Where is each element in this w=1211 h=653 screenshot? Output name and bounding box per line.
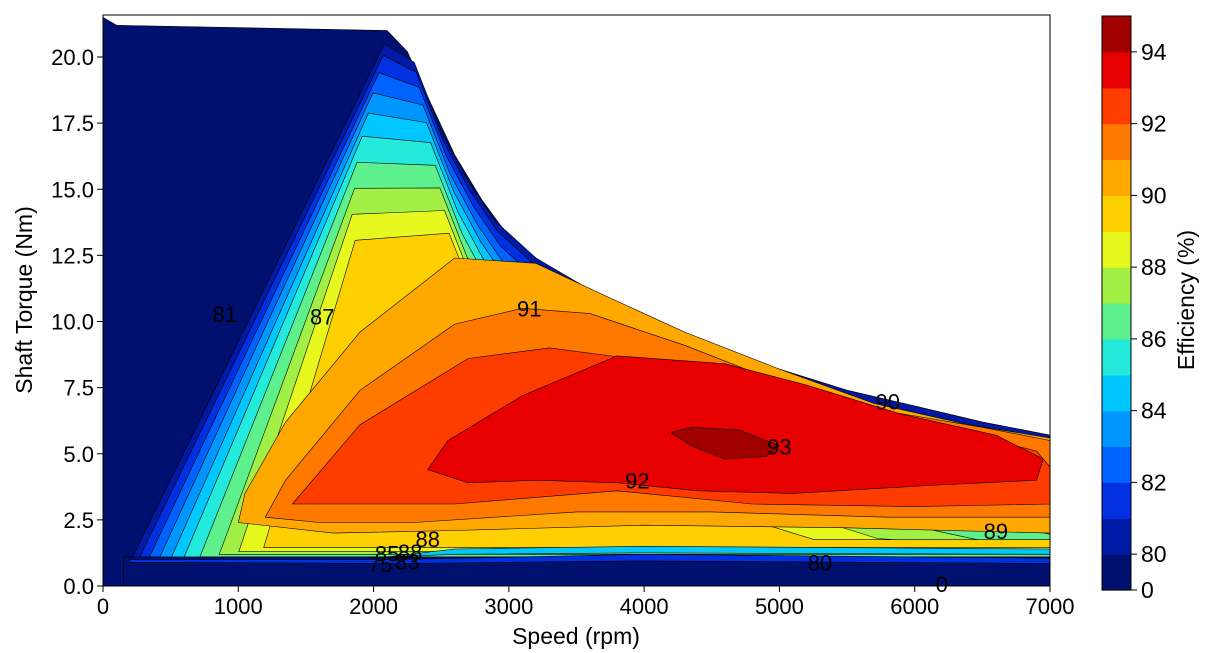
y-tick-label: 5.0 — [63, 442, 94, 467]
contour-label-0: 81 — [213, 302, 237, 327]
colorbar-segment — [1102, 338, 1131, 376]
contour-label-4: 93 — [767, 434, 791, 459]
contour-label-3: 90 — [875, 389, 899, 414]
contour-label-8: 0 — [936, 572, 948, 597]
x-tick-label: 1000 — [214, 594, 263, 619]
colorbar-tick-label: 88 — [1141, 254, 1167, 280]
y-tick-label: 12.5 — [51, 243, 94, 268]
contour-label-9: 88 — [415, 527, 439, 552]
colorbar-segment — [1102, 231, 1131, 268]
colorbar-segment — [1102, 159, 1131, 196]
contour-label-10: 85 — [375, 541, 399, 566]
contour-band-15 — [670, 426, 780, 460]
y-tick-label: 10.0 — [51, 310, 94, 335]
colorbar-segment — [1102, 482, 1131, 519]
y-tick-label: 2.5 — [63, 508, 94, 533]
colorbar-segment — [1102, 16, 1131, 53]
contour-band-14 — [427, 355, 1044, 494]
colorbar-segment — [1102, 267, 1131, 304]
x-axis: 0 1000 2000 3000 4000 5000 6000 7000 — [97, 586, 1075, 619]
colorbar-segment — [1102, 303, 1131, 340]
y-tick-label: 20.0 — [51, 45, 94, 70]
colorbar-tick-label: 84 — [1141, 398, 1167, 424]
x-tick-label: 6000 — [890, 594, 939, 619]
x-tick-label: 3000 — [484, 594, 533, 619]
x-tick-label: 7000 — [1026, 594, 1075, 619]
colorbar-frame — [1101, 15, 1132, 591]
colorbar-tick-label: 80 — [1141, 541, 1167, 567]
contour-label-2: 91 — [517, 297, 541, 322]
contour-label-7: 80 — [808, 551, 832, 576]
colorbar-segment — [1102, 123, 1131, 161]
plot-frame — [102, 14, 1051, 587]
colorbar-segment — [1102, 446, 1131, 483]
contour-label-13: 83 — [395, 549, 419, 574]
x-tick-label: 4000 — [620, 594, 669, 619]
contour-label-12: 75 — [368, 552, 392, 577]
y-axis: 0.0 2.5 5.0 7.5 10.0 12.5 15.0 17.5 20.0 — [51, 45, 103, 599]
contour-label-5: 92 — [625, 469, 649, 494]
y-axis-title: Shaft Torque (Nm) — [11, 206, 37, 393]
colorbar-tick-label: 94 — [1141, 39, 1167, 65]
colorbar-segment — [1102, 195, 1131, 232]
x-tick-label: 0 — [97, 594, 109, 619]
contour-label-11: 88 — [398, 540, 422, 565]
colorbar-segment — [1102, 410, 1131, 448]
colorbar-tick-label: 92 — [1141, 111, 1167, 137]
colorbar-segment — [1102, 518, 1131, 555]
contour-band-low-85 — [387, 545, 1050, 558]
colorbar-tick-label: 86 — [1141, 326, 1167, 352]
y-tick-label: 17.5 — [51, 111, 94, 136]
contour-band-low-80 — [129, 553, 1050, 564]
colorbar-segment — [1102, 87, 1131, 125]
y-tick-label: 7.5 — [63, 376, 94, 401]
colorbar-tick-label: 82 — [1141, 469, 1167, 495]
x-axis-title: Speed (rpm) — [512, 623, 640, 649]
colorbar-title: Efficiency (%) — [1173, 230, 1199, 370]
x-tick-label: 5000 — [755, 594, 804, 619]
y-tick-label: 15.0 — [51, 177, 94, 202]
colorbar: 0 80 82 84 86 88 90 92 94 — [1101, 15, 1167, 603]
colorbar-tick-label: 0 — [1141, 577, 1154, 603]
colorbar-segment — [1102, 51, 1131, 89]
colorbar-segment — [1102, 554, 1131, 591]
contour-fill-group — [103, 16, 1050, 586]
colorbar-segment — [1102, 374, 1131, 412]
x-tick-label: 2000 — [349, 594, 398, 619]
colorbar-tick-label: 90 — [1141, 182, 1167, 208]
contour-label-1: 87 — [310, 305, 334, 330]
y-tick-label: 0.0 — [63, 574, 94, 599]
contour-label-6: 89 — [984, 519, 1008, 544]
